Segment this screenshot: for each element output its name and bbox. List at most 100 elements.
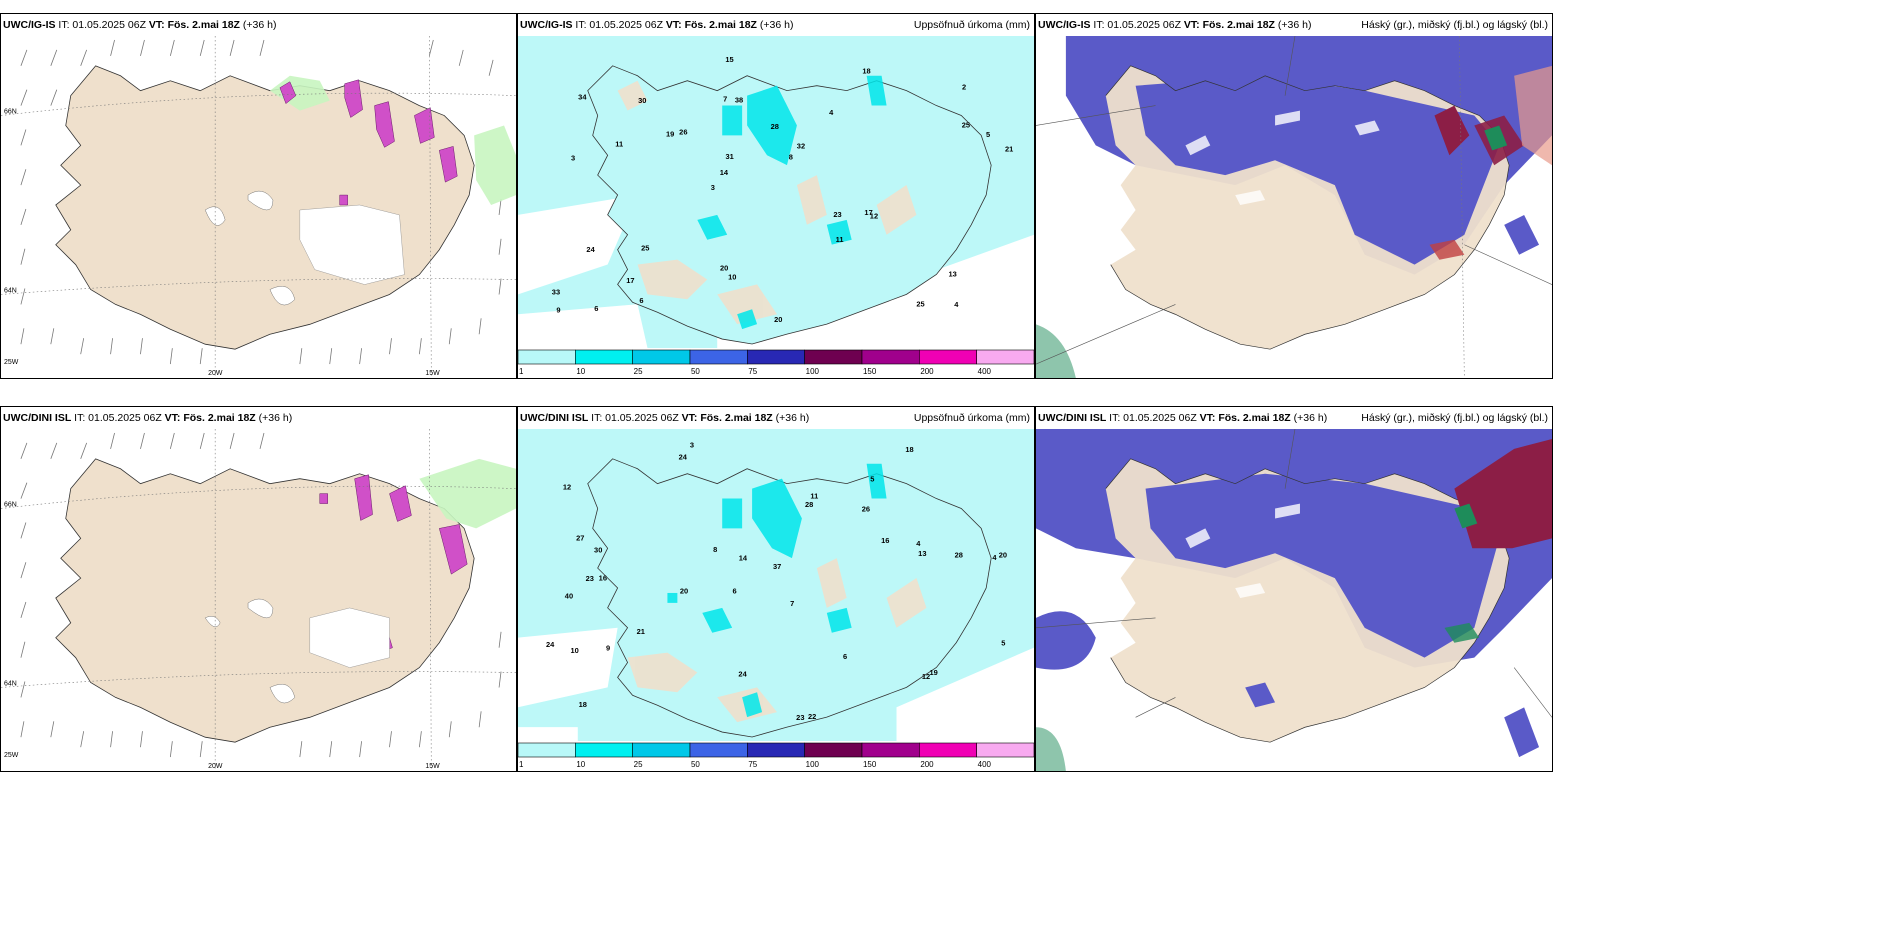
- precip-value: 34: [578, 92, 587, 101]
- precip-value: 5: [986, 130, 990, 139]
- colorbar: 1 10 25 50 75 100 150 200 400: [518, 741, 1034, 771]
- valid-time: Fös. 2.mai 18Z: [684, 19, 757, 31]
- colorbar-swatch: [632, 742, 691, 758]
- precip-value: 12: [563, 483, 571, 492]
- colorbar-label: 400: [978, 760, 992, 769]
- lon-label-20w: 20W: [208, 763, 223, 770]
- precip-value: 24: [679, 453, 688, 462]
- valid-label: VT:: [148, 19, 165, 31]
- wind-map: 66N 64N 25W 20W 15W: [1, 429, 516, 771]
- valid-label: VT:: [1199, 412, 1216, 424]
- precip-value: 5: [870, 475, 874, 484]
- colorbar-swatch: [861, 349, 920, 365]
- lead-time: (+36 h): [242, 19, 277, 31]
- precip-value: 18: [862, 67, 870, 76]
- precip-value: 25: [916, 299, 924, 308]
- init-time: IT: 01.05.2025 06Z: [591, 412, 679, 424]
- precip-value: 6: [639, 296, 643, 305]
- precip-value: 18: [905, 445, 913, 454]
- precip-value: 38: [735, 96, 743, 105]
- precip-value: 19: [930, 668, 938, 677]
- colorbar-swatch: [747, 349, 805, 365]
- colorbar-label: 100: [806, 367, 820, 376]
- lat-label-64n: 64N: [4, 288, 17, 295]
- colorbar-label: 75: [748, 367, 757, 376]
- init-time: IT: 01.05.2025 06Z: [74, 412, 162, 424]
- precip-value: 15: [725, 55, 733, 64]
- colorbar-label: 25: [634, 367, 643, 376]
- colorbar-label: 25: [634, 760, 643, 769]
- precip-value: 17: [864, 208, 872, 217]
- lead-time: (+36 h): [258, 412, 293, 424]
- panel-header: UWC/DINI ISL IT: 01.05.2025 06Z VT: Fös.…: [1, 407, 516, 429]
- map-title: Háský (gr.), miðský (fj.bl.) og lágský (…: [1361, 412, 1548, 424]
- precip-value: 8: [713, 545, 717, 554]
- model-name: UWC/IG-IS: [3, 19, 56, 31]
- precip-value: 10: [570, 646, 578, 655]
- colorbar-swatch: [919, 349, 977, 365]
- init-time: IT: 01.05.2025 06Z: [1109, 412, 1197, 424]
- map-title: Háský (gr.), miðský (fj.bl.) og lágský (…: [1361, 19, 1548, 31]
- valid-time: Fös. 2.mai 18Z: [183, 412, 256, 424]
- model-name: UWC/IG-IS: [1038, 19, 1091, 31]
- precip-value: 24: [546, 640, 555, 649]
- panel-dini-precip: UWC/DINI ISL IT: 01.05.2025 06Z VT: Fös.…: [517, 406, 1035, 772]
- lon-label-20w: 20W: [208, 370, 223, 377]
- colorbar-swatch: [632, 349, 691, 365]
- precip-value: 12: [922, 672, 930, 681]
- precip-value: 20: [720, 263, 728, 272]
- colorbar-swatch: [575, 742, 633, 758]
- precip-value: 17: [626, 276, 634, 285]
- colorbar-label: 150: [863, 760, 877, 769]
- init-time: IT: 01.05.2025 06Z: [58, 19, 146, 31]
- precip-value: 24: [738, 670, 747, 679]
- precip-value: 23: [586, 574, 594, 583]
- colorbar-label: 50: [691, 760, 700, 769]
- precip-value: 16: [881, 536, 889, 545]
- map-title: Uppsöfnuð úrkoma (mm): [913, 19, 1030, 31]
- precip-value: 7: [723, 95, 727, 104]
- colorbar: 1 10 25 50 75 100 150 200 400: [518, 348, 1034, 378]
- precip-value: 21: [637, 627, 645, 636]
- lead-time: (+36 h): [1277, 19, 1312, 31]
- panel-dini-cloud: UWC/DINI ISL IT: 01.05.2025 06Z VT: Fös.…: [1035, 406, 1553, 772]
- lead-time: (+36 h): [1293, 412, 1328, 424]
- wind-map: 66N 64N 25W 20W 15W: [1, 36, 516, 378]
- colorbar-swatch: [689, 349, 748, 365]
- precip-value: 14: [720, 168, 729, 177]
- precip-value: 25: [962, 120, 970, 129]
- precip-value: 4: [916, 539, 921, 548]
- colorbar-swatch: [976, 742, 1034, 758]
- panel-header: UWC/DINI ISL IT: 01.05.2025 06Z VT: Fös.…: [1036, 407, 1552, 429]
- panel-header: UWC/IG-IS IT: 01.05.2025 06Z VT: Fös. 2.…: [518, 14, 1034, 36]
- precip-value: 9: [606, 644, 610, 653]
- model-name: UWC/DINI ISL: [1038, 412, 1107, 424]
- precip-value: 25: [641, 243, 649, 252]
- colorbar-swatch: [804, 742, 863, 758]
- precip-value: 2: [962, 83, 966, 92]
- precip-value: 4: [829, 108, 834, 117]
- precip-value: 11: [615, 139, 623, 148]
- precip-value: 31: [726, 152, 734, 161]
- precip-value: 37: [773, 562, 781, 571]
- panel-header: UWC/DINI ISL IT: 01.05.2025 06Z VT: Fös.…: [518, 407, 1034, 429]
- precip-value: 5: [1001, 639, 1005, 648]
- colorbar-label: 200: [920, 367, 934, 376]
- lat-label-66n: 66N: [4, 502, 17, 509]
- precip-value: 30: [638, 96, 646, 105]
- lead-time: (+36 h): [759, 19, 794, 31]
- colorbar-label: 10: [576, 367, 585, 376]
- panel-ig-precip: UWC/IG-IS IT: 01.05.2025 06Z VT: Fös. 2.…: [517, 13, 1035, 379]
- precip-value: 16: [599, 574, 607, 583]
- model-name: UWC/IG-IS: [520, 19, 573, 31]
- precip-value: 26: [679, 127, 687, 136]
- colorbar-label: 10: [576, 760, 585, 769]
- precip-value: 4: [992, 553, 997, 562]
- colorbar-swatch: [747, 742, 805, 758]
- precip-value: 13: [948, 269, 956, 278]
- precip-value: 3: [571, 154, 575, 163]
- precip-value: 30: [594, 546, 602, 555]
- colorbar-label: 75: [748, 760, 757, 769]
- panel-header: UWC/IG-IS IT: 01.05.2025 06Z VT: Fös. 2.…: [1, 14, 516, 36]
- precip-value: 8: [789, 153, 793, 162]
